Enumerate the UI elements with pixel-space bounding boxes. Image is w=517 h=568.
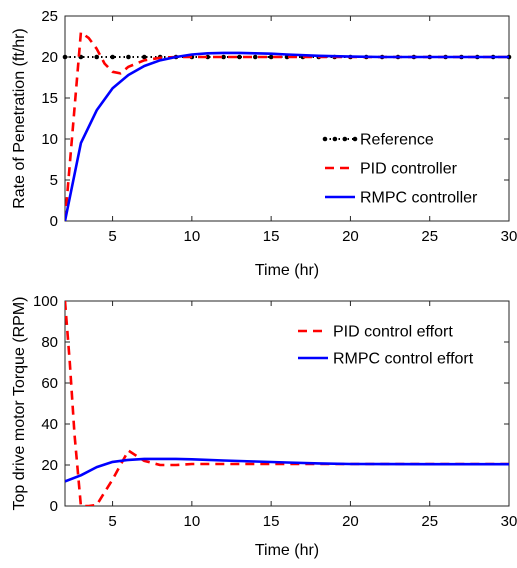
y-tick-label: 40 <box>41 416 58 433</box>
x-tick-label: 20 <box>342 228 359 245</box>
legend-label: PID control effort <box>333 324 453 341</box>
y-tick-label: 60 <box>41 375 58 392</box>
reference-marker <box>268 54 274 60</box>
axes-frame <box>64 300 510 507</box>
x-axis-label: Time (hr) <box>255 262 319 279</box>
legend-marker <box>322 136 328 142</box>
x-tick-label: 10 <box>184 228 201 245</box>
legend-marker <box>342 136 348 142</box>
y-axis-label: Rate of Penetration (ft/hr) <box>11 28 28 209</box>
reference-marker <box>237 54 242 60</box>
x-tick-label: 30 <box>501 228 517 245</box>
reference-marker <box>62 54 68 60</box>
top-chart: 5 10 15 20 25 30 0 5 10 15 20 25 Time (hr) Rate of Pe… <box>11 8 517 279</box>
axes-frame <box>64 15 510 222</box>
x-tick-label: 25 <box>421 228 438 245</box>
x-axis-label: Time (hr) <box>255 542 319 559</box>
y-tick-label: 20 <box>41 49 58 66</box>
legend-label: RMPC control effort <box>333 351 474 368</box>
legend-label: Reference <box>360 132 434 149</box>
x-tick-label: 5 <box>108 228 116 245</box>
x-tick-label: 15 <box>263 228 280 245</box>
bottom-chart: 5 10 15 20 25 30 0 20 40 60 80 100 Time (hr) Top driv… <box>11 293 517 559</box>
series-line-rmpc-control-effort <box>65 457 509 483</box>
reference-marker <box>252 54 258 60</box>
reference-marker <box>94 54 100 60</box>
x-tick-label: 25 <box>421 513 438 530</box>
reference-marker <box>141 54 147 60</box>
x-tick-label: 20 <box>342 513 359 530</box>
y-tick-label: 15 <box>41 90 58 107</box>
legend-label: RMPC controller <box>360 190 478 207</box>
y-tick-label: 0 <box>50 498 58 515</box>
y-tick-label: 20 <box>41 457 58 474</box>
reference-marker <box>221 54 226 60</box>
x-tick-label: 10 <box>184 513 201 530</box>
reference-marker <box>110 54 115 60</box>
series-line-rmpc-controller <box>65 51 509 221</box>
reference-marker <box>126 54 131 60</box>
x-tick-label: 5 <box>108 513 116 530</box>
y-tick-label: 5 <box>50 172 58 189</box>
y-tick-label: 25 <box>41 8 58 25</box>
y-axis-label: Top drive motor Torque (RPM) <box>11 297 28 511</box>
y-tick-label: 80 <box>41 334 58 351</box>
x-tick-label: 30 <box>501 513 517 530</box>
y-tick-label: 100 <box>33 293 58 310</box>
y-tick-label: 10 <box>41 131 58 148</box>
legend-marker <box>352 136 358 142</box>
legend-label: PID controller <box>360 161 458 178</box>
legend-marker <box>332 136 338 142</box>
y-tick-label: 0 <box>50 213 58 230</box>
series-line-pid-controller <box>65 31 509 221</box>
x-tick-label: 15 <box>263 513 280 530</box>
